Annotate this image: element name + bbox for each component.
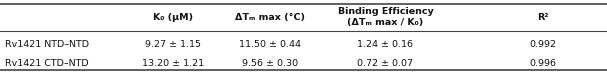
Text: Rv1421 CTD–NTD: Rv1421 CTD–NTD bbox=[5, 59, 89, 68]
Text: 0.992: 0.992 bbox=[530, 40, 557, 49]
Text: 9.27 ± 1.15: 9.27 ± 1.15 bbox=[145, 40, 201, 49]
Text: 11.50 ± 0.44: 11.50 ± 0.44 bbox=[239, 40, 301, 49]
Text: 0.72 ± 0.07: 0.72 ± 0.07 bbox=[358, 59, 413, 68]
Text: R²: R² bbox=[538, 13, 549, 22]
Text: 13.20 ± 1.21: 13.20 ± 1.21 bbox=[142, 59, 204, 68]
Text: ΔTₘ max (°C): ΔTₘ max (°C) bbox=[235, 13, 305, 22]
Text: Binding Efficiency
(ΔTₘ max / K₀): Binding Efficiency (ΔTₘ max / K₀) bbox=[337, 7, 433, 27]
Text: 0.996: 0.996 bbox=[530, 59, 557, 68]
Text: K₀ (μM): K₀ (μM) bbox=[153, 13, 193, 22]
Text: 1.24 ± 0.16: 1.24 ± 0.16 bbox=[358, 40, 413, 49]
Text: Rv1421 NTD–NTD: Rv1421 NTD–NTD bbox=[5, 40, 89, 49]
Text: 9.56 ± 0.30: 9.56 ± 0.30 bbox=[242, 59, 298, 68]
